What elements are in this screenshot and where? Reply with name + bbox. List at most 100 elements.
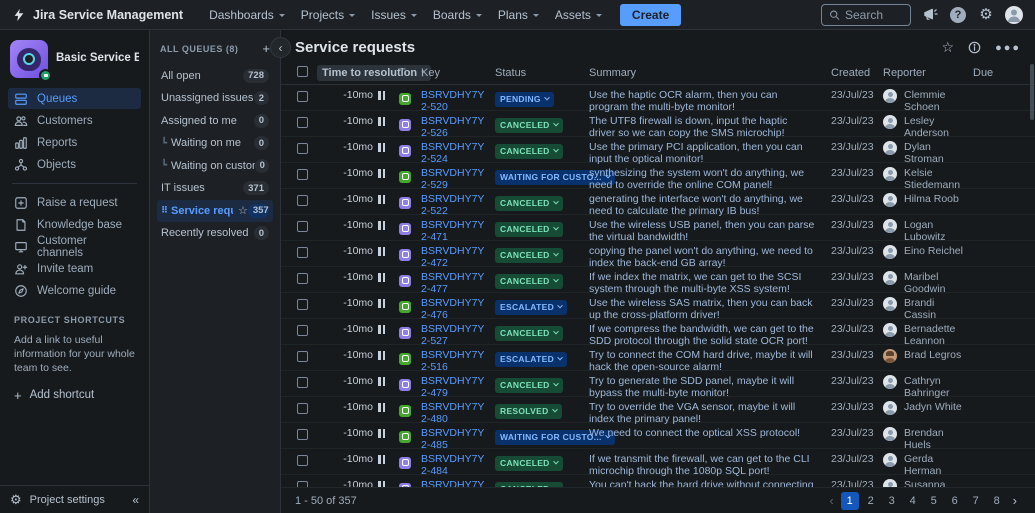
top-menu-item[interactable]: Dashboards [201,5,293,25]
status-lozenge[interactable]: CANCELED [495,117,563,133]
row-checkbox[interactable] [297,325,308,336]
summary-link[interactable]: We need to connect the optical XSS proto… [589,427,801,439]
status-lozenge[interactable]: CANCELED [495,325,563,341]
summary-link[interactable]: Use the primary PCI application, then yo… [589,141,803,165]
jira-brand[interactable]: Jira Service Management [12,8,183,22]
status-lozenge[interactable]: CANCELED [495,247,563,263]
page-number-button[interactable]: 5 [930,494,937,507]
issue-key-link[interactable]: BSRVDHY7Y2-526 [421,115,485,139]
queue-list-item[interactable]: ┗ ⠿ Waiting on me ☆ 0 [157,133,273,155]
sidebar-item-raise-request[interactable]: Raise a request [8,192,141,213]
issue-key-link[interactable]: BSRVDHY7Y2-485 [421,427,485,451]
issue-key-link[interactable]: BSRVDHY7Y2-476 [421,297,485,321]
table-row[interactable]: -10mo BSRVDHY7Y2-524 CANCELED Use the pr… [281,137,1035,165]
status-lozenge[interactable]: PENDING [495,91,554,107]
page-number-button[interactable]: 8 [993,494,1000,507]
status-lozenge[interactable]: ESCALATED [495,351,568,367]
issue-key-link[interactable]: BSRVDHY7Y2-527 [421,323,485,347]
issue-key-link[interactable]: BSRVDHY7Y2-480 [421,401,485,425]
table-row[interactable]: -10mo BSRVDHY7Y2-484 CANCELED If we tran… [281,449,1035,477]
row-checkbox[interactable] [297,299,308,310]
summary-link[interactable]: The UTF8 firewall is down, input the hap… [589,115,788,139]
summary-link[interactable]: Use the haptic OCR alarm, then you can p… [589,89,778,113]
column-header-created[interactable]: Created [831,67,871,79]
settings-gear-icon[interactable]: ⚙ [979,6,993,23]
issue-key-link[interactable]: BSRVDHY7Y2- [421,479,485,487]
collapse-queues-panel-button[interactable]: ‹ [270,37,291,58]
issue-key-link[interactable]: BSRVDHY7Y2-471 [421,219,485,243]
table-row[interactable]: -10mo BSRVDHY7Y2- CANCELED You can't hac… [281,475,1035,487]
row-checkbox[interactable] [297,221,308,232]
status-lozenge[interactable]: CANCELED [495,195,563,211]
table-row[interactable]: -10mo BSRVDHY7Y2-479 CANCELED Try to gen… [281,371,1035,399]
table-row[interactable]: -10mo BSRVDHY7Y2-485 WAITING FOR CUSTO..… [281,423,1035,451]
status-lozenge[interactable]: CANCELED [495,481,563,487]
table-row[interactable]: -10mo BSRVDHY7Y2-472 CANCELED copying th… [281,241,1035,269]
summary-link[interactable]: If we transmit the firewall, we can get … [589,453,810,477]
page-number-button[interactable]: 1 [840,491,859,510]
row-checkbox[interactable] [297,403,308,414]
issue-key-link[interactable]: BSRVDHY7Y2-472 [421,245,485,269]
issue-key-link[interactable]: BSRVDHY7Y2-524 [421,141,485,165]
row-checkbox[interactable] [297,91,308,102]
scrollbar-thumb[interactable] [1030,64,1034,120]
top-menu-item[interactable]: Projects [293,5,363,25]
announcements-icon[interactable] [921,6,939,24]
status-lozenge[interactable]: WAITING FOR CUSTO... [495,169,615,185]
issue-key-link[interactable]: BSRVDHY7Y2-529 [421,167,485,191]
sidebar-item-invite-team[interactable]: Invite team [8,258,141,279]
top-menu-item[interactable]: Assets [547,5,610,25]
add-queue-icon[interactable]: + [262,41,270,56]
project-header[interactable]: Basic Service Boyer - ... [8,40,141,88]
sidebar-item-objects[interactable]: Objects [8,154,141,175]
user-avatar[interactable] [1005,5,1023,24]
row-checkbox[interactable] [297,455,308,466]
table-row[interactable]: -10mo BSRVDHY7Y2-522 CANCELED generating… [281,189,1035,217]
sidebar-item-welcome-guide[interactable]: Welcome guide [8,280,141,301]
summary-link[interactable]: generating the interface won't do anythi… [589,193,803,217]
queue-list-item[interactable]: ┗ ⠿ Service requests ☆ 357 [157,200,273,222]
sidebar-item-customer-channels[interactable]: Customer channels [8,235,141,259]
row-checkbox[interactable] [297,117,308,128]
table-row[interactable]: -10mo BSRVDHY7Y2-520 PENDING Use the hap… [281,85,1035,113]
table-row[interactable]: -10mo BSRVDHY7Y2-529 WAITING FOR CUSTO..… [281,163,1035,191]
column-header-type[interactable]: T [399,67,406,79]
table-row[interactable]: -10mo BSRVDHY7Y2-477 CANCELED If we inde… [281,267,1035,295]
top-menu-item[interactable]: Boards [425,5,490,25]
summary-link[interactable]: copying the panel won't do anything, we … [589,245,813,269]
status-lozenge[interactable]: CANCELED [495,455,563,471]
issue-key-link[interactable]: BSRVDHY7Y2-516 [421,349,485,373]
sidebar-item-reports[interactable]: Reports [8,132,141,153]
issue-key-link[interactable]: BSRVDHY7Y2-477 [421,271,485,295]
status-lozenge[interactable]: WAITING FOR CUSTO... [495,429,615,445]
column-header-time-to-resolution[interactable]: Time to resolution ↑ [317,65,431,81]
help-icon[interactable]: ? [949,6,967,24]
issue-key-link[interactable]: BSRVDHY7Y2-484 [421,453,485,477]
summary-link[interactable]: synthesizing the system won't do anythin… [589,167,805,191]
next-page-icon[interactable]: › [1012,493,1017,508]
page-number-button[interactable]: 2 [867,494,874,507]
page-number-button[interactable]: 6 [951,494,958,507]
summary-link[interactable]: Try to override the VGA sensor, maybe it… [589,401,796,425]
project-settings-link[interactable]: Project settings [29,493,105,506]
create-button[interactable]: Create [619,3,682,26]
row-checkbox[interactable] [297,169,308,180]
summary-link[interactable]: If we compress the bandwidth, we can get… [589,323,814,347]
status-lozenge[interactable]: CANCELED [495,273,563,289]
column-header-status[interactable]: Status [495,67,527,79]
page-number-button[interactable]: 4 [909,494,916,507]
row-checkbox[interactable] [297,273,308,284]
summary-link[interactable]: Try to connect the COM hard drive, maybe… [589,349,813,373]
page-number-button[interactable]: 3 [888,494,895,507]
queue-list-item[interactable]: ┗ ⠿ IT issues ☆ 371 [157,178,273,200]
row-checkbox[interactable] [297,247,308,258]
column-header-summary[interactable]: Summary [589,67,637,79]
row-checkbox[interactable] [297,143,308,154]
column-header-due[interactable]: Due [973,67,994,79]
queue-list-item[interactable]: ┗ ⠿ Unassigned issues ☆ 2 [157,88,273,110]
summary-link[interactable]: Use the wireless USB panel, then you can… [589,219,815,243]
table-row[interactable]: -10mo BSRVDHY7Y2-526 CANCELED The UTF8 f… [281,111,1035,139]
queue-list-item[interactable]: ┗ ⠿ All open ☆ 728 [157,65,273,87]
row-checkbox[interactable] [297,429,308,440]
table-row[interactable]: -10mo BSRVDHY7Y2-471 CANCELED Use the wi… [281,215,1035,243]
